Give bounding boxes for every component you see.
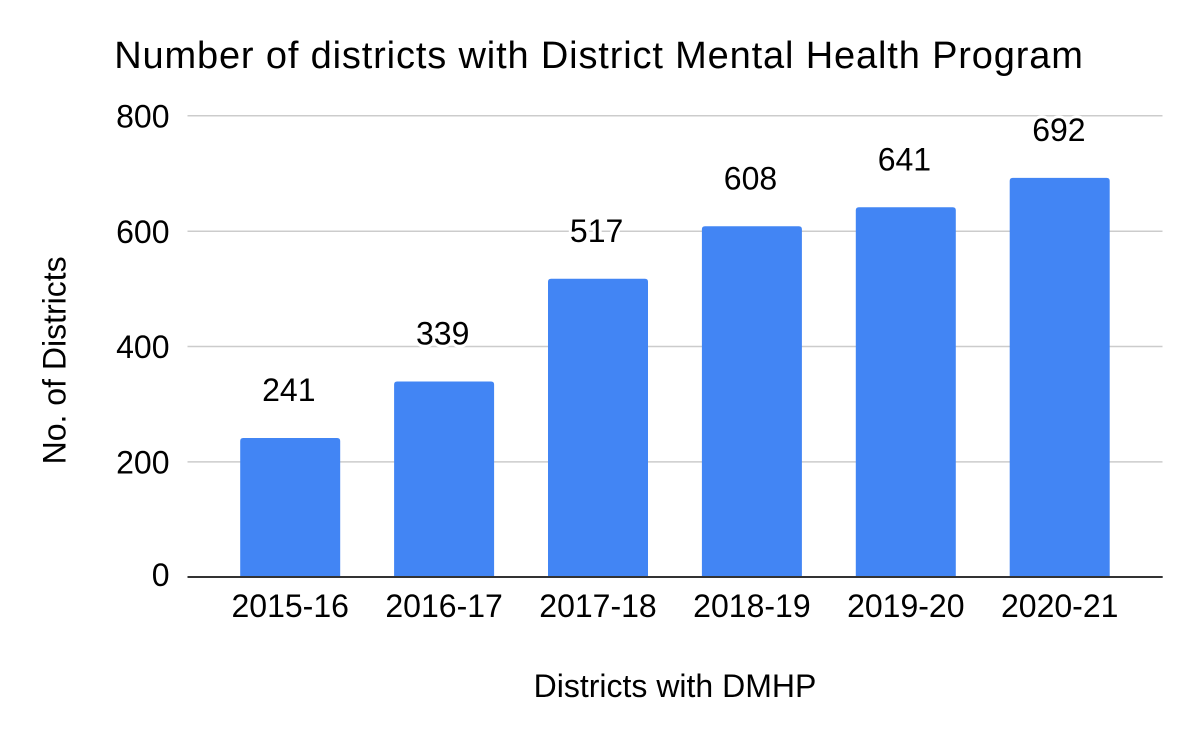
svg-text:339: 339 bbox=[416, 316, 469, 352]
svg-text:241: 241 bbox=[262, 372, 315, 408]
svg-text:517: 517 bbox=[570, 213, 623, 249]
svg-text:2015-16: 2015-16 bbox=[231, 588, 348, 624]
svg-text:2018-19: 2018-19 bbox=[693, 588, 810, 624]
svg-text:2020-21: 2020-21 bbox=[1001, 588, 1118, 624]
svg-text:2016-17: 2016-17 bbox=[385, 588, 502, 624]
svg-text:Districts with DMHP: Districts with DMHP bbox=[534, 668, 817, 704]
svg-text:800: 800 bbox=[116, 98, 169, 134]
svg-text:Number of districts with Distr: Number of districts with District Mental… bbox=[114, 35, 1084, 77]
svg-text:600: 600 bbox=[116, 214, 169, 250]
svg-text:200: 200 bbox=[116, 445, 169, 481]
svg-text:608: 608 bbox=[724, 160, 777, 196]
svg-text:2019-20: 2019-20 bbox=[847, 588, 964, 624]
svg-text:2017-18: 2017-18 bbox=[539, 588, 656, 624]
svg-text:No. of Districts: No. of Districts bbox=[36, 256, 72, 464]
svg-text:692: 692 bbox=[1032, 112, 1085, 148]
svg-text:641: 641 bbox=[878, 141, 931, 177]
svg-text:0: 0 bbox=[152, 557, 170, 593]
svg-text:400: 400 bbox=[116, 329, 169, 365]
